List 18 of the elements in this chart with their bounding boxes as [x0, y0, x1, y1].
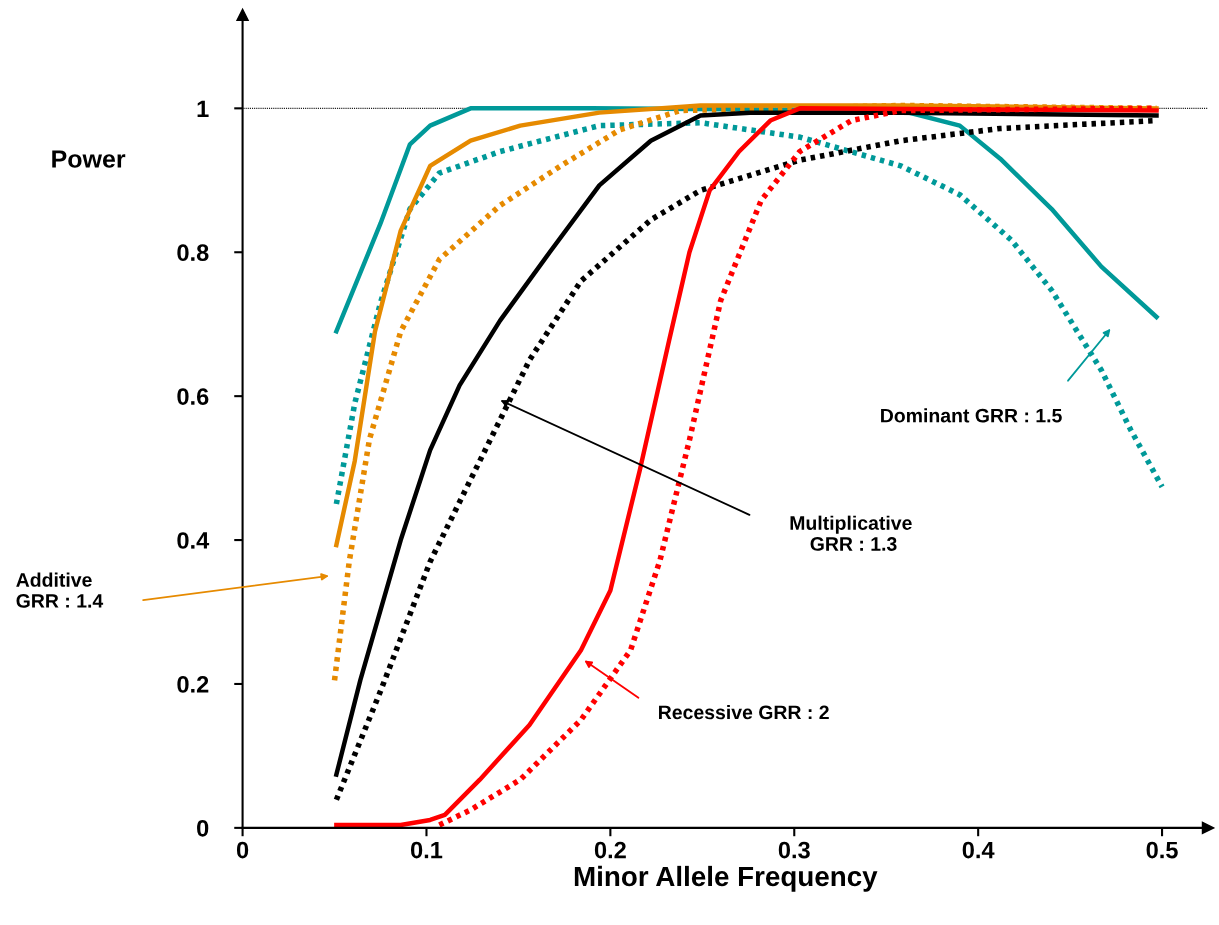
annotation: Recessive GRR : 2 [659, 704, 829, 720]
y-tick-label: 1 [197, 100, 209, 117]
annotation: Multiplicative GRR : 1.3 [790, 515, 912, 551]
y-axis-title: Power [52, 150, 126, 168]
x-tick-label: 0.4 [962, 841, 995, 859]
annotation: Dominant GRR : 1.5 [881, 408, 1062, 423]
x-tick-label: 0.3 [778, 841, 810, 859]
text: Additive GRR : 1.4 [16, 572, 104, 608]
y-tick-label: 0.6 [177, 388, 209, 405]
y-tick-label: 0.2 [177, 676, 209, 693]
x-tick-label: 0.2 [594, 841, 626, 859]
x-tick-label: 0.1 [411, 841, 443, 859]
y-tick-label: 0.4 [177, 532, 210, 549]
y-tick-label: 0 [197, 819, 209, 837]
y-tick-label: 0.8 [177, 244, 209, 262]
x-tick-label: 0 [236, 841, 249, 859]
x-tick-label: 0.5 [1146, 841, 1178, 859]
x-axis-title: Minor Allele Frequency [574, 865, 878, 892]
